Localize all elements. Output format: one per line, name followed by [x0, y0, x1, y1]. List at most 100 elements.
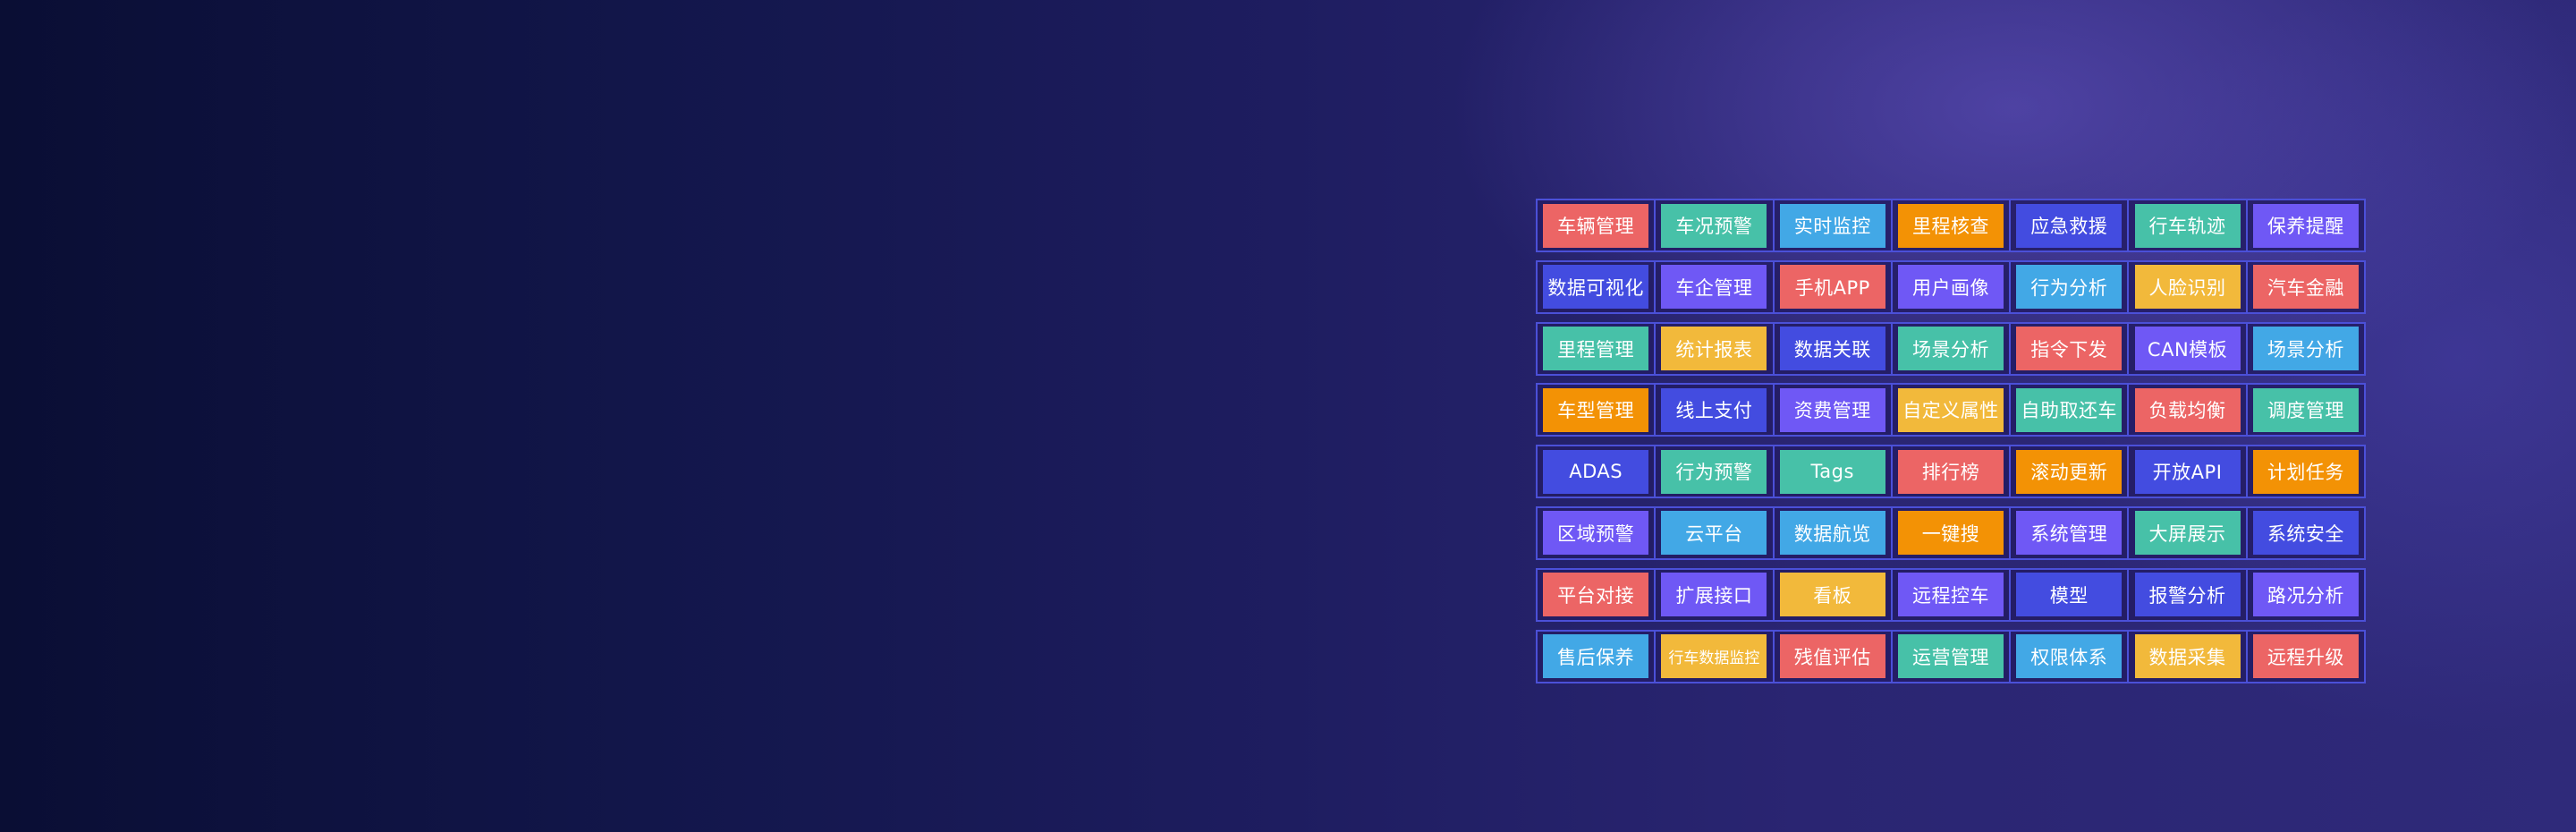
tag-cell: 计划任务 [2248, 446, 2364, 497]
tag-cell: 排行榜 [1893, 446, 2012, 497]
tag-cell: 滚动更新 [2011, 446, 2130, 497]
feature-tag[interactable]: 里程管理 [1543, 327, 1649, 371]
feature-tag[interactable]: 行车数据监控 [1661, 634, 1767, 679]
tag-row: 平台对接 扩展接口 看板 远程控车 模型 报警分析 路况分析 [1536, 567, 2366, 622]
feature-tag[interactable]: 里程核查 [1897, 203, 2004, 248]
tag-cell: 里程核查 [1893, 200, 2012, 250]
tag-row: 里程管理 统计报表 数据关联 场景分析 指令下发 CAN模板 场景分析 [1536, 321, 2366, 376]
tag-cell: 报警分析 [2129, 569, 2248, 620]
tag-cell: 看板 [1775, 569, 1893, 620]
feature-tag[interactable]: 数据可视化 [1543, 265, 1649, 310]
feature-tag-grid: 车辆管理 车况预警 实时监控 里程核查 应急救援 行车轨迹 保养提醒 数据可视化 车企管理 手机A… [1536, 199, 2366, 691]
tag-cell: 汽车金融 [2248, 262, 2364, 312]
tag-cell: 车况预警 [1656, 200, 1775, 250]
feature-tag[interactable]: 行为预警 [1661, 449, 1767, 494]
feature-tag[interactable]: 大屏展示 [2134, 511, 2241, 556]
feature-tag[interactable]: 调度管理 [2252, 387, 2359, 432]
feature-tag[interactable]: CAN模板 [2134, 327, 2241, 371]
feature-tag[interactable]: ADAS [1543, 449, 1649, 494]
tag-cell: 统计报表 [1656, 323, 1775, 374]
feature-tag[interactable]: 数据采集 [2134, 634, 2241, 679]
tag-row: 车辆管理 车况预警 实时监控 里程核查 应急救援 行车轨迹 保养提醒 [1536, 199, 2366, 252]
tag-cell: 开放API [2129, 446, 2248, 497]
tag-cell: 云平台 [1656, 507, 1775, 558]
tag-cell: 实时监控 [1775, 200, 1893, 250]
tag-cell: 手机APP [1775, 261, 1893, 312]
tag-row: 数据可视化 车企管理 手机APP 用户画像 行为分析 人脸识别 汽车金融 [1536, 259, 2366, 314]
feature-tag[interactable]: 路况分析 [2252, 573, 2359, 617]
tag-cell: 售后保养 [1538, 631, 1657, 682]
feature-tag[interactable]: 区域预警 [1543, 511, 1649, 556]
tag-cell: 扩展接口 [1656, 569, 1775, 620]
tag-cell: ADAS [1538, 446, 1657, 497]
feature-tag[interactable]: 系统安全 [2252, 511, 2359, 556]
feature-tag[interactable]: 场景分析 [1897, 327, 2004, 371]
feature-tag[interactable]: 运营管理 [1897, 634, 2004, 679]
feature-tag[interactable]: 负载均衡 [2134, 387, 2241, 432]
tag-cell: 权限体系 [2011, 631, 2130, 682]
feature-tag[interactable]: 保养提醒 [2252, 203, 2359, 248]
feature-tag[interactable]: Tags [1779, 449, 1885, 494]
feature-tag[interactable]: 远程控车 [1897, 573, 2004, 617]
tag-cell: 车型管理 [1538, 385, 1657, 436]
feature-tag[interactable]: 资费管理 [1779, 387, 1885, 432]
feature-tag[interactable]: 车辆管理 [1543, 203, 1649, 248]
feature-tag[interactable]: 实时监控 [1779, 203, 1885, 248]
tag-cell: 行车轨迹 [2129, 200, 2248, 250]
tag-cell: 远程控车 [1893, 569, 2012, 620]
tag-cell: 模型 [2011, 569, 2130, 620]
tag-cell: 一键搜 [1893, 507, 2012, 558]
feature-tag[interactable]: 车企管理 [1661, 265, 1767, 310]
tag-cell: 残值评估 [1775, 631, 1893, 682]
feature-tag[interactable]: 模型 [2016, 573, 2123, 617]
feature-tag[interactable]: 行车轨迹 [2134, 203, 2241, 248]
tag-cell: 里程管理 [1538, 323, 1657, 374]
feature-tag[interactable]: 手机APP [1779, 265, 1885, 310]
feature-tag[interactable]: 场景分析 [2252, 327, 2359, 371]
feature-tag[interactable]: 汽车金融 [2252, 265, 2359, 310]
feature-tag[interactable]: 指令下发 [2016, 327, 2123, 371]
feature-tag[interactable]: 数据关联 [1779, 327, 1885, 371]
tag-cell: 数据可视化 [1538, 261, 1657, 312]
tag-cell: 平台对接 [1538, 569, 1657, 620]
feature-tag[interactable]: 应急救援 [2016, 203, 2123, 248]
tag-cell: 行为预警 [1656, 446, 1775, 497]
feature-tag[interactable]: 车型管理 [1543, 387, 1649, 432]
tag-cell: 数据采集 [2129, 631, 2248, 682]
tag-cell: 区域预警 [1538, 507, 1657, 558]
feature-tag[interactable]: 系统管理 [2016, 511, 2123, 556]
feature-tag[interactable]: 权限体系 [2016, 634, 2123, 679]
feature-tag[interactable]: 一键搜 [1897, 511, 2004, 556]
feature-tag[interactable]: 滚动更新 [2016, 449, 2123, 494]
feature-tag[interactable]: 数据航览 [1779, 511, 1885, 556]
tag-cell: 数据航览 [1775, 507, 1893, 558]
feature-tag[interactable]: 线上支付 [1661, 387, 1767, 432]
tag-cell: 运营管理 [1893, 631, 2012, 682]
feature-tag[interactable]: 远程升级 [2252, 634, 2359, 679]
feature-tag[interactable]: 行为分析 [2016, 265, 2123, 310]
feature-tag[interactable]: 报警分析 [2134, 573, 2241, 617]
feature-tag[interactable]: 云平台 [1661, 511, 1767, 556]
feature-tag[interactable]: 扩展接口 [1661, 573, 1767, 617]
feature-tag[interactable]: 计划任务 [2252, 449, 2359, 494]
feature-tag[interactable]: 开放API [2134, 449, 2241, 494]
feature-tag[interactable]: 平台对接 [1543, 573, 1649, 617]
tag-cell: 保养提醒 [2248, 200, 2364, 250]
feature-tag[interactable]: 售后保养 [1543, 634, 1649, 679]
feature-tag[interactable]: 看板 [1779, 573, 1885, 617]
tag-row: ADAS 行为预警 Tags 排行榜 滚动更新 开放API 计划任务 [1536, 445, 2366, 499]
tag-cell: 调度管理 [2248, 385, 2364, 435]
tag-cell: 场景分析 [2248, 324, 2364, 374]
feature-tag[interactable]: 自定义属性 [1897, 387, 2004, 432]
feature-tag[interactable]: 排行榜 [1897, 449, 2004, 494]
feature-tag[interactable]: 车况预警 [1661, 203, 1767, 248]
tag-row: 车型管理 线上支付 资费管理 自定义属性 自助取还车 负载均衡 调度管理 [1536, 383, 2366, 437]
feature-tag[interactable]: 人脸识别 [2134, 265, 2241, 310]
feature-tag[interactable]: 用户画像 [1897, 265, 2004, 310]
tag-cell: 行车数据监控 [1656, 631, 1775, 682]
tag-cell: 应急救援 [2011, 200, 2130, 250]
feature-tag[interactable]: 自助取还车 [2016, 387, 2123, 432]
feature-tag[interactable]: 统计报表 [1661, 327, 1767, 371]
feature-tag[interactable]: 残值评估 [1779, 634, 1885, 679]
tag-cell: CAN模板 [2129, 323, 2248, 374]
